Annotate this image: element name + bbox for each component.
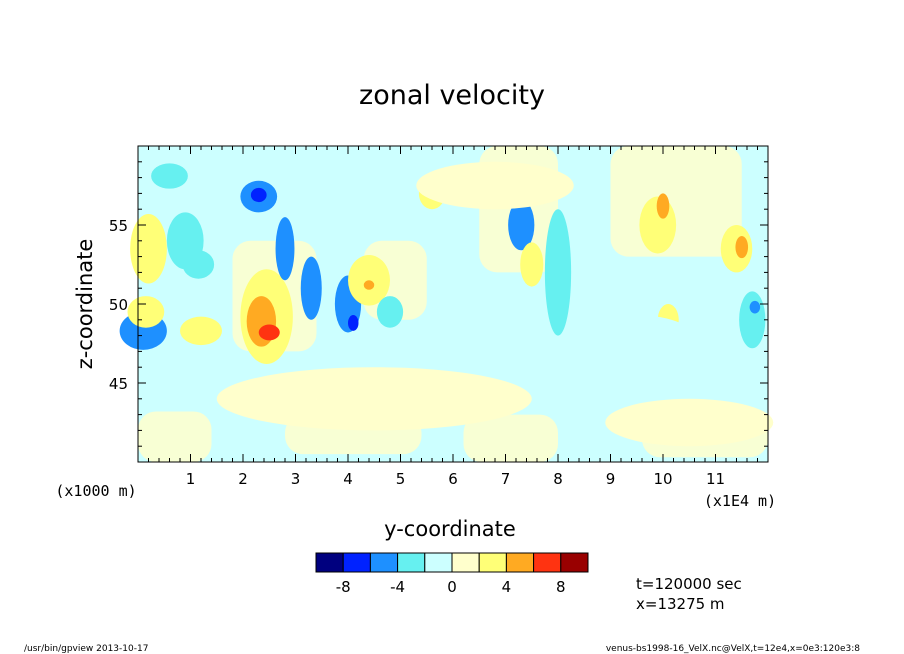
x-tick-label: 11 (706, 470, 725, 488)
colorbar-swatch-5 (451, 552, 480, 573)
footer-right: venus-bs1998-16_VelX.nc@VelX,t=12e4,x=0e… (606, 644, 860, 654)
y-tick-label: 45 (109, 375, 128, 393)
contour-blob-0 (151, 163, 188, 189)
colorbar-tick-label: -4 (390, 578, 405, 596)
colorbar-swatch-9 (560, 552, 589, 573)
contour-blob-20 (508, 199, 535, 251)
x-axis: 1 2 3 4 5 6 7 8 9 10 11 (137, 146, 769, 488)
colorbar-tick-label: 8 (556, 578, 566, 596)
chart-title: zonal velocity (359, 80, 545, 111)
contour-blob-32 (605, 398, 774, 447)
x-tick-label: 9 (606, 470, 616, 488)
contour-blob-17 (363, 280, 375, 290)
contour-blob-22 (544, 209, 572, 336)
contour-blob-28 (739, 291, 766, 349)
colorbar-swatch-8 (533, 552, 562, 573)
background-band-0 (138, 411, 212, 462)
contour-blob-21 (520, 242, 544, 287)
x-axis-label: y-coordinate (384, 517, 516, 541)
contour-blob-8 (250, 187, 267, 203)
contour-blob-13 (300, 256, 322, 320)
contour-blob-15 (348, 315, 359, 331)
colorbar-swatch-6 (478, 552, 507, 573)
contour-blob-24 (656, 193, 670, 219)
x-tick-label: 1 (186, 470, 196, 488)
contour-blob-27 (735, 236, 749, 259)
contour-blob-6 (180, 316, 222, 346)
colorbar-swatch-1 (342, 552, 371, 573)
y-axis: 45 50 55 (109, 145, 768, 463)
contour-blob-33 (416, 161, 574, 210)
background-band-2 (463, 414, 558, 462)
contour-blob-30 (573, 315, 700, 372)
x-tick-label: 4 (343, 470, 353, 488)
x-units-label: (x1E4 m) (704, 492, 776, 510)
x-tick-label: 2 (238, 470, 248, 488)
colorbar-swatch-3 (397, 552, 426, 573)
colorbar: -8 -4 0 4 8 (315, 552, 589, 596)
plot-area (119, 145, 774, 463)
contour-blob-11 (258, 324, 280, 341)
contour-blob-16 (348, 255, 390, 306)
colorbar-tick-label: 0 (447, 578, 457, 596)
colorbar-swatch-4 (424, 552, 453, 573)
colorbar-tick-label: 4 (502, 578, 512, 596)
contour-blob-12 (275, 217, 295, 281)
y-tick-label: 50 (109, 296, 128, 314)
contour-blob-31 (216, 367, 532, 431)
contour-blob-3 (130, 213, 167, 284)
colorbar-tick-label: -8 (336, 578, 351, 596)
contour-blob-5 (127, 296, 165, 328)
contour-fills (119, 161, 774, 447)
x-tick-label: 7 (501, 470, 511, 488)
colorbar-swatch-7 (505, 552, 535, 573)
colorbar-swatch-2 (369, 552, 399, 573)
x-tick-label: 6 (448, 470, 458, 488)
y-tick-label: 55 (109, 217, 128, 235)
contour-blob-29 (749, 300, 761, 314)
contour-blob-18 (376, 296, 404, 328)
x-tick-label: 5 (396, 470, 406, 488)
x-tick-label: 3 (291, 470, 301, 488)
x-tick-label: 10 (653, 470, 672, 488)
y-axis-label: z-coordinate (73, 239, 97, 370)
x-tick-label: 8 (553, 470, 563, 488)
time-annotation: t=120000 sec (636, 575, 742, 593)
footer-left: /usr/bin/gpview 2013-10-17 (24, 644, 148, 654)
position-annotation: x=13275 m (636, 595, 725, 613)
colorbar-swatch-0 (315, 552, 344, 573)
contour-blob-2 (182, 250, 215, 279)
y-units-label: (x1000 m) (55, 482, 136, 500)
